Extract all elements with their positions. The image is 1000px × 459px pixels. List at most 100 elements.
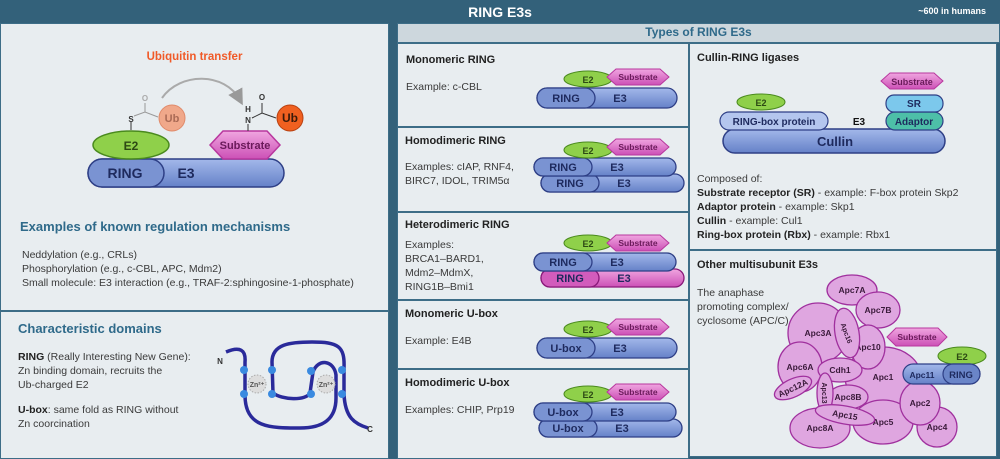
cullin-diagram: Cullin RING-box protein E2 E3 Adaptor SR… bbox=[719, 72, 946, 154]
domain-label: RING bbox=[549, 162, 577, 174]
domain-label: U-box bbox=[552, 423, 584, 435]
substrate-shape bbox=[606, 234, 670, 252]
apc-subunit-label: Apc5 bbox=[873, 417, 894, 427]
regulation-item: Small molecule: E3 interaction (e.g., TR… bbox=[22, 277, 354, 289]
cullin-label: Cullin bbox=[817, 134, 853, 149]
panel-example: Mdm2–MdmX, bbox=[405, 267, 474, 279]
apc-subunit-shape bbox=[773, 375, 813, 401]
types-title: Types of RING E3s bbox=[645, 25, 752, 39]
hydrogen-label: H bbox=[245, 105, 251, 114]
ubox-definition: U-box: same fold as RING without bbox=[18, 403, 178, 417]
panel-example: Examples: CHIP, Prp19 bbox=[405, 404, 515, 416]
ring-label: RING bbox=[108, 165, 143, 181]
apc-subunit: Apc7B bbox=[855, 291, 901, 329]
sr-label: SR bbox=[907, 99, 922, 110]
panel-example: Example: E4B bbox=[405, 335, 472, 347]
apc-subunit-shape bbox=[855, 291, 901, 329]
ubox-desc-line: Zn coorcination bbox=[18, 418, 90, 430]
e2-label: E2 bbox=[956, 352, 968, 363]
apc-subunit-label: Apc10 bbox=[855, 342, 881, 352]
component-desc: - example: Skp1 bbox=[775, 201, 855, 213]
ring-term: RING bbox=[18, 351, 45, 363]
panel-example: Examples: bbox=[405, 239, 455, 251]
ring-desc-line: Zn binding domain, recruits the bbox=[18, 365, 163, 377]
c-terminus-label: C bbox=[367, 425, 373, 434]
panel-title: Homodimeric RING bbox=[405, 135, 506, 147]
e3-label: E3 bbox=[610, 162, 623, 174]
component-desc: - example: Rbx1 bbox=[810, 229, 891, 241]
apc-subunit-label: Apc15 bbox=[832, 408, 859, 422]
adaptor-label: Adaptor bbox=[895, 117, 933, 128]
component-item: Cullin - example: Cul1 bbox=[697, 214, 803, 228]
component-term: Cullin bbox=[697, 215, 727, 227]
domain-segment bbox=[536, 337, 596, 359]
substrate: Substrate H N O Ub bbox=[208, 93, 304, 160]
transfer-arrow bbox=[161, 77, 243, 106]
e2-enzyme: E2 S O Ub bbox=[92, 94, 186, 160]
substrate-shape bbox=[606, 138, 670, 156]
homodimeric-ubox-diagram: U-box E3 U-box E3 E2 Substrate bbox=[533, 383, 683, 438]
e2-label: E2 bbox=[582, 239, 593, 249]
panel-example: Examples: cIAP, RNF4, bbox=[405, 161, 514, 173]
domain-segment bbox=[533, 402, 593, 422]
e3-label: E3 bbox=[617, 273, 630, 285]
component-item: Ring-box protein (Rbx) - example: Rbx1 bbox=[697, 228, 890, 242]
component-term: Adaptor protein bbox=[697, 201, 776, 213]
domain-label: RING bbox=[556, 178, 584, 190]
apc-desc: The anaphase bbox=[697, 287, 765, 299]
e3-label: E3 bbox=[853, 117, 866, 128]
regulation-title: Examples of known regulation mechanisms bbox=[20, 219, 291, 234]
apc-subunit-label: Apc6A bbox=[787, 362, 814, 372]
n-terminus-label: N bbox=[217, 357, 223, 366]
domain-label: U-box bbox=[550, 343, 582, 355]
component-term: Ring-box protein (Rbx) bbox=[697, 229, 811, 241]
apc-subunit-label: Apc8A bbox=[807, 423, 834, 433]
apc-subunit-shape bbox=[833, 307, 861, 359]
ubox-desc: : same fold as RING without bbox=[47, 404, 179, 416]
component-desc: - example: Cul1 bbox=[726, 215, 803, 227]
apc-subunit: Apc12A bbox=[773, 375, 813, 401]
domain-label: U-box bbox=[547, 407, 579, 419]
substrate-label: Substrate bbox=[618, 72, 657, 82]
ub-label: Ub bbox=[165, 113, 180, 125]
panel-title: Homodimeric U-box bbox=[405, 377, 510, 389]
component-item: Substrate receptor (SR) - example: F-box… bbox=[697, 186, 958, 200]
e3-label: E3 bbox=[610, 257, 623, 269]
e3-label: E3 bbox=[615, 423, 628, 435]
ring-label: RING bbox=[949, 370, 973, 381]
apc-subunit-label: Apc4 bbox=[927, 422, 948, 432]
transfer-title: Ubiquitin transfer bbox=[146, 51, 243, 63]
apc-subunit-label: Apc7A bbox=[839, 285, 866, 295]
panel-title: Heterodimeric RING bbox=[405, 219, 510, 231]
nitrogen-label: N bbox=[245, 116, 251, 125]
apc-desc: promoting complex/ bbox=[697, 301, 789, 313]
ring-fold-diagram: Zn²⁺ Zn²⁺ N C bbox=[217, 340, 373, 434]
e2-label: E2 bbox=[124, 139, 139, 153]
page-title: RING E3s bbox=[468, 4, 532, 20]
panel-example: BRCA1–BARD1, bbox=[405, 253, 484, 265]
cullin-title: Cullin-RING ligases bbox=[697, 52, 800, 64]
oxygen-label: O bbox=[259, 93, 265, 102]
substrate-label: Substrate bbox=[891, 77, 933, 87]
e3-label: E3 bbox=[177, 165, 194, 181]
apc-subunit: Apc2 bbox=[899, 380, 941, 426]
panel-example: RING1B–Bmi1 bbox=[405, 281, 474, 293]
apc-subunit-shape bbox=[814, 404, 876, 426]
zinc-label: Zn²⁺ bbox=[250, 382, 265, 389]
composed-label: Composed of: bbox=[697, 173, 763, 185]
apc-subunit-label: Apc1 bbox=[873, 372, 894, 382]
substrate-label: Substrate bbox=[220, 140, 271, 152]
apc-e2-module: Substrate E2 Apc11 RING bbox=[886, 327, 987, 385]
substrate-label: Substrate bbox=[618, 238, 657, 248]
e3-label: E3 bbox=[610, 407, 623, 419]
ubox-term: U-box bbox=[18, 404, 48, 416]
ring-desc: (Really Interesting New Gene): bbox=[44, 351, 191, 363]
domain-label: RING bbox=[552, 93, 580, 105]
zinc-label: Zn²⁺ bbox=[319, 382, 334, 389]
apc-subunit-label: Apc13 bbox=[820, 382, 827, 403]
ub-label: Ub bbox=[282, 111, 298, 125]
ring-desc-line: Ub-charged E2 bbox=[18, 379, 89, 391]
panel-title: Monomeric RING bbox=[406, 54, 496, 66]
apc-subunit-label: Apc2 bbox=[910, 398, 931, 408]
